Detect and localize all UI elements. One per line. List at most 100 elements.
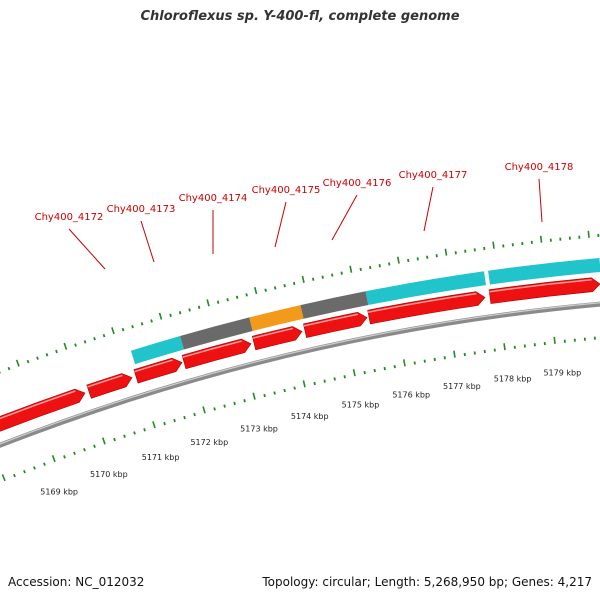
scale-tick bbox=[413, 361, 416, 365]
outer-tick bbox=[292, 281, 296, 286]
outer-tick bbox=[235, 295, 239, 299]
scale-tick bbox=[123, 434, 126, 438]
scale-label: 5173 kbp bbox=[240, 425, 278, 434]
scale-tick bbox=[252, 392, 256, 400]
scale-tick bbox=[393, 365, 396, 369]
outer-tick bbox=[311, 277, 315, 281]
scale-tick bbox=[293, 386, 296, 390]
outer-tick bbox=[197, 305, 201, 310]
cds-arrow-shine-6 bbox=[303, 313, 359, 327]
scale-label: 5177 kbp bbox=[443, 382, 481, 391]
leader-line-Chy400_4178 bbox=[538, 178, 543, 223]
cds-arrow-shine-8 bbox=[489, 279, 592, 293]
outer-tick bbox=[416, 257, 419, 261]
gene-label-Chy400_4172: Chy400_4172 bbox=[35, 212, 104, 223]
scale-label: 5179 kbp bbox=[543, 368, 581, 377]
outer-tick bbox=[55, 349, 58, 354]
scale-tick bbox=[263, 393, 266, 398]
outer-tick bbox=[36, 356, 39, 360]
scale-tick bbox=[243, 399, 246, 403]
outer-tick bbox=[245, 293, 248, 297]
outer-tick bbox=[74, 343, 77, 347]
scale-tick bbox=[223, 404, 226, 408]
scale-tick bbox=[152, 421, 156, 429]
outer-tick bbox=[63, 342, 68, 350]
gene-block-3 bbox=[249, 305, 304, 331]
outer-tick bbox=[349, 265, 353, 273]
outer-tick bbox=[492, 241, 495, 249]
outer-tick bbox=[140, 322, 144, 326]
outer-tick bbox=[273, 286, 277, 290]
outer-tick bbox=[359, 267, 362, 271]
outer-tick bbox=[158, 312, 163, 320]
cds-arrow-track bbox=[0, 277, 600, 432]
scale-tick bbox=[23, 469, 26, 474]
scale-tick bbox=[343, 375, 346, 379]
gene-block-4 bbox=[300, 291, 369, 319]
gene-label-Chy400_4174: Chy400_4174 bbox=[179, 193, 248, 204]
scale-tick bbox=[113, 437, 116, 442]
scale-tick bbox=[213, 407, 216, 411]
outer-tick bbox=[216, 300, 220, 304]
scale-tick bbox=[333, 377, 336, 381]
cds-arrow-shine-5 bbox=[252, 327, 294, 339]
gene-label-Chy400_4176: Chy400_4176 bbox=[323, 178, 392, 189]
scale-tick bbox=[273, 391, 276, 395]
outer-tick bbox=[83, 340, 87, 344]
scale-tick bbox=[133, 431, 136, 435]
scale-tick bbox=[102, 437, 106, 445]
scale-label-set: 5169 kbp 5170 kbp 5171 kbp 5172 kbp 5173 kbp… bbox=[40, 368, 581, 496]
cds-arrow-shine-4 bbox=[182, 340, 242, 358]
scale-label: 5169 kbp bbox=[40, 487, 78, 496]
leader-line-Chy400_4172 bbox=[68, 228, 106, 270]
scale-tick bbox=[373, 368, 376, 373]
backbone-highlight bbox=[0, 302, 600, 445]
outer-tick bbox=[369, 265, 372, 270]
gene-block-5 bbox=[365, 271, 486, 306]
cds-arrow-5 bbox=[251, 326, 303, 351]
scale-tick bbox=[233, 401, 236, 406]
outer-tick bbox=[102, 333, 106, 338]
gene-label-Chy400_4177: Chy400_4177 bbox=[399, 170, 468, 181]
outer-tick bbox=[26, 359, 30, 364]
scale-tick-ring bbox=[1, 336, 596, 482]
outer-tick bbox=[396, 256, 400, 264]
outer-tick bbox=[331, 273, 334, 277]
scale-label: 5174 kbp bbox=[291, 412, 329, 421]
outer-tick bbox=[539, 235, 543, 243]
scale-label: 5175 kbp bbox=[342, 401, 380, 410]
scale-tick bbox=[302, 380, 306, 388]
scale-tick bbox=[202, 406, 206, 414]
outer-tick bbox=[444, 248, 448, 256]
outer-tick bbox=[169, 313, 172, 318]
leader-line-Chy400_4175 bbox=[274, 201, 287, 248]
scale-tick bbox=[173, 418, 176, 423]
scale-tick bbox=[313, 381, 316, 386]
scale-tick bbox=[423, 359, 426, 363]
outer-tick bbox=[283, 284, 286, 288]
outer-tick bbox=[388, 262, 391, 266]
cds-arrow-shine-1 bbox=[0, 390, 76, 420]
outer-tick bbox=[340, 271, 343, 275]
outer-tick bbox=[178, 310, 182, 315]
cds-arrow-shine-7 bbox=[367, 292, 477, 313]
outer-tick bbox=[7, 366, 11, 371]
gene-track bbox=[130, 257, 600, 365]
gene-block-2 bbox=[180, 317, 253, 350]
cds-arrow-7 bbox=[367, 291, 486, 325]
outer-tick bbox=[587, 230, 590, 238]
scale-label: 5171 kbp bbox=[142, 453, 180, 462]
scale-tick bbox=[283, 388, 286, 393]
scale-tick bbox=[33, 466, 36, 470]
scale-tick bbox=[363, 370, 366, 375]
scale-tick bbox=[93, 444, 96, 449]
scale-tick bbox=[73, 451, 76, 455]
scale-tick bbox=[183, 415, 186, 420]
cds-arrow-4 bbox=[181, 338, 252, 370]
scale-tick bbox=[163, 421, 166, 426]
outer-tick bbox=[301, 275, 305, 283]
gene-block-6 bbox=[488, 257, 600, 285]
gene-block-1 bbox=[130, 336, 184, 365]
